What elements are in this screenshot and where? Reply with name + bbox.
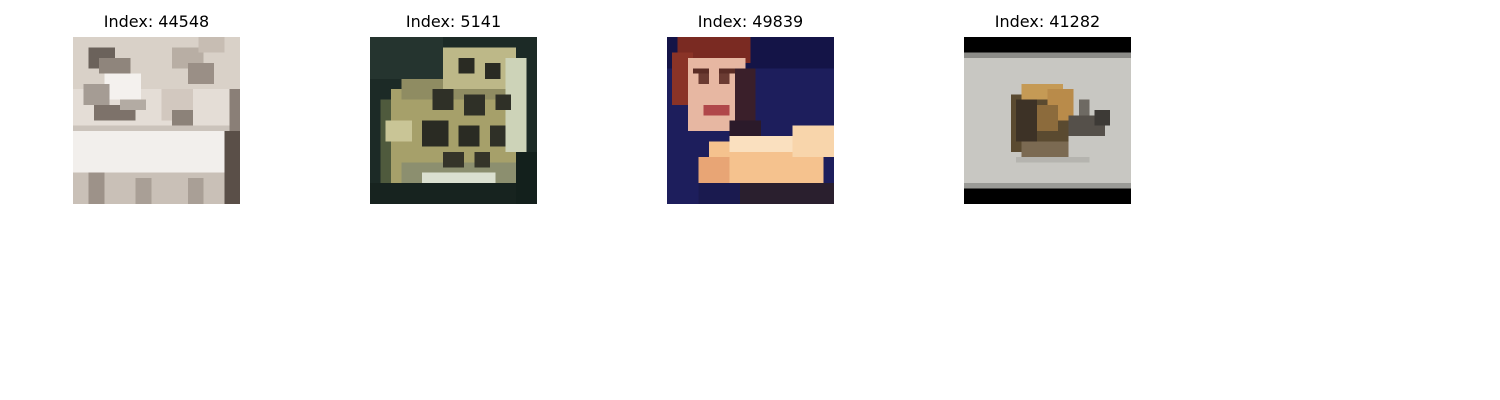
thumbnail-image: [370, 37, 537, 204]
panel-title: Index: 5141: [405, 12, 502, 31]
panel-title: Index: 41282: [994, 12, 1101, 31]
panel-title: Index: 44548: [103, 12, 210, 31]
thumbnail-image: [964, 37, 1131, 204]
thumbnail-image: [667, 37, 834, 204]
thumbnail-image: [73, 37, 240, 204]
panel-title: Index: 49839: [697, 12, 804, 31]
